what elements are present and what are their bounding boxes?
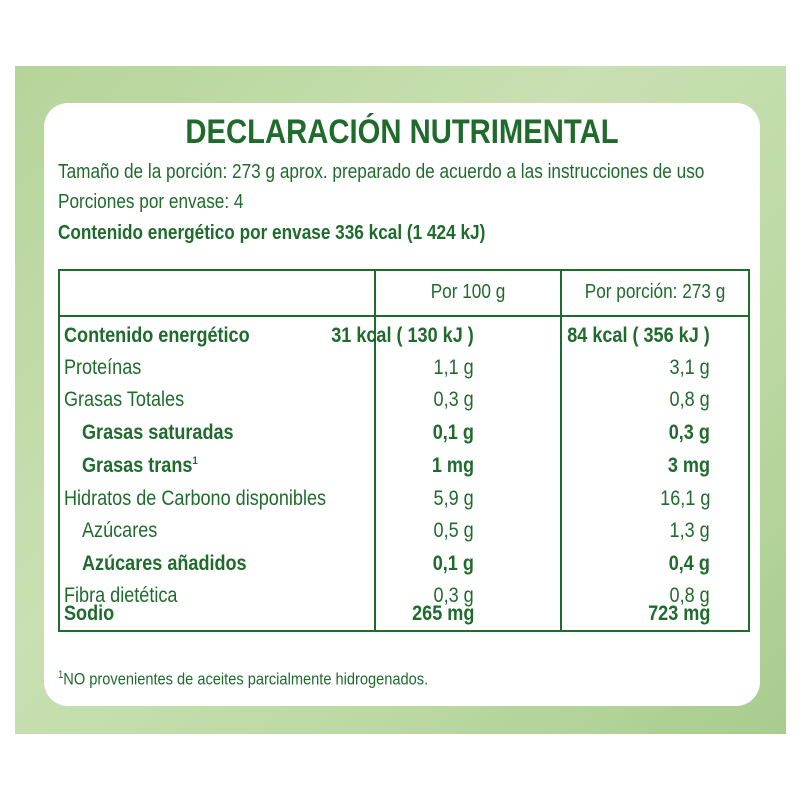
table-row: Contenido energético 31 kcal ( 130 kJ ) …	[60, 324, 748, 356]
table-row: Proteínas 1,1 g 3,1 g	[60, 356, 748, 388]
row-label: Azúcares añadidos	[82, 552, 247, 575]
servings-per-pack: Porciones por envase: 4	[58, 191, 244, 213]
table-row: Hidratos de Carbono disponibles 5,9 g 16…	[60, 487, 748, 519]
table-row: Azúcares 0,5 g 1,3 g	[60, 519, 748, 551]
row-value-perserving: 0,8 g	[669, 388, 710, 411]
footnote-text: NO provenientes de aceites parcialmente …	[63, 669, 429, 689]
row-value-per100: 31 kcal ( 130 kJ )	[331, 324, 474, 347]
table-row: Grasas trans1 1 mg 3 mg	[60, 454, 748, 486]
row-value-perserving: 3 mg	[667, 454, 710, 477]
row-value-perserving: 0,4 g	[668, 552, 710, 575]
row-label: Grasas trans	[82, 454, 193, 477]
row-value-perserving: 84 kcal ( 356 kJ )	[567, 324, 710, 347]
row-value-perserving: 0,8 g	[669, 584, 710, 607]
column-divider	[374, 271, 376, 630]
row-value-per100: 0,1 g	[432, 552, 474, 575]
row-label: Sodio	[64, 602, 115, 625]
row-value-per100: 0,5 g	[433, 519, 474, 542]
row-label-wrap: Grasas trans1	[82, 454, 198, 478]
row-label: Grasas Totales	[64, 388, 185, 411]
energy-per-pack: Contenido energético por envase 336 kcal…	[58, 222, 486, 244]
footnote: 1NO provenientes de aceites parcialmente…	[58, 669, 428, 690]
row-value-perserving: 0,3 g	[668, 421, 710, 444]
row-value-perserving: 723 mg	[647, 602, 710, 625]
row-label: Grasas saturadas	[82, 421, 234, 444]
table-row: Grasas Totales 0,3 g 0,8 g	[60, 388, 748, 420]
row-value-per100: 5,9 g	[433, 487, 474, 510]
column-divider	[560, 271, 562, 630]
footnote-marker: 1	[192, 455, 198, 467]
row-label: Contenido energético	[64, 324, 250, 347]
row-value-per100: 0,3 g	[433, 584, 474, 607]
row-value-per100: 0,3 g	[433, 388, 474, 411]
row-value-per100: 265 mg	[411, 602, 474, 625]
row-label: Proteínas	[64, 356, 142, 379]
table-row: Sodio 265 mg 723 mg	[60, 602, 748, 634]
label-title: DECLARACIÓN NUTRIMENTAL	[185, 113, 619, 151]
table-row: Grasas saturadas 0,1 g 0,3 g	[60, 421, 748, 453]
header-divider	[60, 315, 748, 317]
table-row: Azúcares añadidos 0,1 g 0,4 g	[60, 552, 748, 584]
row-value-perserving: 16,1 g	[659, 487, 710, 510]
row-value-per100: 1 mg	[431, 454, 474, 477]
column-header-perserving: Por porción: 273 g	[584, 281, 726, 303]
row-value-per100: 0,1 g	[432, 421, 474, 444]
serving-size: Tamaño de la porción: 273 g aprox. prepa…	[58, 161, 705, 183]
row-value-perserving: 3,1 g	[669, 356, 710, 379]
nutrition-table: Por 100 g Por porción: 273 g Contenido e…	[58, 269, 750, 632]
row-label: Hidratos de Carbono disponibles	[64, 487, 327, 510]
row-value-per100: 1,1 g	[433, 356, 474, 379]
row-label: Fibra dietética	[64, 584, 178, 607]
row-value-perserving: 1,3 g	[669, 519, 710, 542]
footnote-marker: 1	[58, 669, 64, 681]
table-row: Fibra dietética 0,3 g 0,8 g	[60, 584, 748, 616]
nutrition-panel: DECLARACIÓN NUTRIMENTAL Tamaño de la por…	[44, 103, 760, 706]
column-header-per100: Por 100 g	[430, 281, 506, 303]
row-label: Azúcares	[82, 519, 158, 542]
